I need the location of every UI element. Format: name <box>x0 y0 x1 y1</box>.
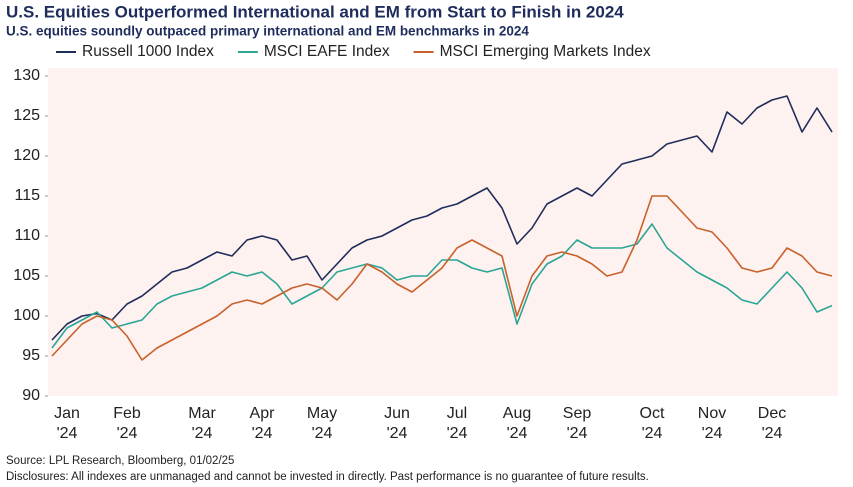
x-tick-label: Jul '24 <box>447 405 468 442</box>
y-tick-label: 95 <box>22 347 40 364</box>
chart-subtitle: U.S. equities soundly outpaced primary i… <box>6 24 529 39</box>
series-line <box>51 195 833 361</box>
x-tick-label: Sep '24 <box>563 405 592 442</box>
x-tick-label-line: Nov <box>698 405 726 422</box>
source-note: Source: LPL Research, Bloomberg, 01/02/2… <box>6 455 234 467</box>
x-tick-label-line: '24 <box>117 425 138 442</box>
x-tick-label: Jan '24 <box>54 405 80 442</box>
legend-label: MSCI EAFE Index <box>264 43 390 60</box>
x-tick-label-line: Jul <box>447 405 467 422</box>
x-tick-label-line: '24 <box>192 425 213 442</box>
x-tick-label: Apr '24 <box>250 405 276 442</box>
legend-label: MSCI Emerging Markets Index <box>440 43 651 60</box>
x-tick-label-line: Mar <box>188 405 216 422</box>
x-tick-label: Jun '24 <box>384 405 410 442</box>
x-tick-label: Feb '24 <box>113 405 141 442</box>
y-tick-label: 110 <box>14 227 40 244</box>
x-tick-label: Oct '24 <box>640 405 665 442</box>
x-tick-label: Dec '24 <box>758 405 786 442</box>
legend-label: Russell 1000 Index <box>82 43 214 60</box>
x-tick-label-line: Aug <box>503 405 531 422</box>
series-line <box>51 95 833 341</box>
y-tick-label: 125 <box>13 107 40 124</box>
y-tick-label: 100 <box>13 307 40 324</box>
x-tick-label-line: Sep <box>563 405 592 422</box>
y-tick-label: 105 <box>13 267 40 284</box>
chart-title: U.S. Equities Outperformed International… <box>6 2 624 21</box>
x-tick-label-line: Oct <box>640 405 665 422</box>
x-tick-label-line: May <box>307 405 337 422</box>
x-tick-label-line: Dec <box>758 405 786 422</box>
x-tick-label-line: Apr <box>250 405 276 422</box>
y-tick-label: 115 <box>14 187 40 204</box>
x-tick-label-line: '24 <box>252 425 273 442</box>
x-tick-label-line: '24 <box>702 425 723 442</box>
y-tick-label: 130 <box>13 67 40 84</box>
series-line <box>51 223 833 349</box>
x-tick-label: Aug '24 <box>503 405 531 442</box>
x-tick-label-line: '24 <box>642 425 663 442</box>
x-tick-label-line: Jun <box>384 405 410 422</box>
y-tick-label: 90 <box>22 387 40 404</box>
disclosure-note: Disclosures: All indexes are unmanaged a… <box>6 471 649 483</box>
x-tick-label-line: '24 <box>57 425 78 442</box>
x-tick-label: May '24 <box>307 405 337 442</box>
x-tick-label-line: '24 <box>312 425 333 442</box>
x-tick-label-line: Feb <box>113 405 141 422</box>
x-tick-label-line: '24 <box>387 425 408 442</box>
x-tick-label: Mar '24 <box>188 405 216 442</box>
y-tick-label: 120 <box>13 147 40 164</box>
plot-background <box>48 68 838 396</box>
x-tick-label-line: '24 <box>762 425 783 442</box>
x-tick-label-line: '24 <box>507 425 528 442</box>
x-tick-label-line: '24 <box>567 425 588 442</box>
x-tick-label-line: Jan <box>54 405 80 422</box>
x-tick-label-line: '24 <box>447 425 468 442</box>
x-tick-label: Nov '24 <box>698 405 726 442</box>
